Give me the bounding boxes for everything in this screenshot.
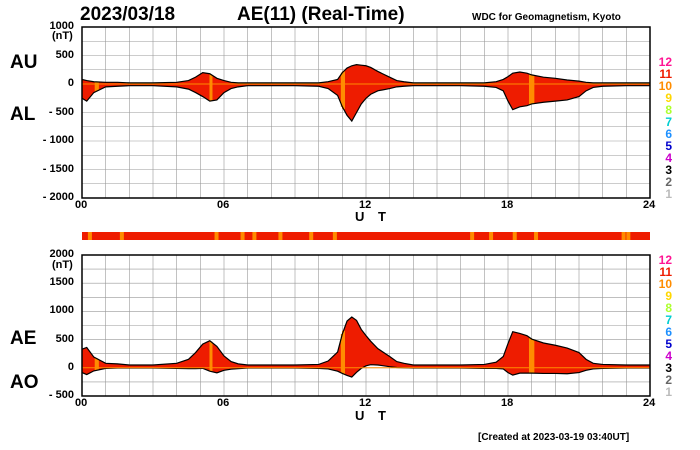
top-x-tick-label: 12 [359, 199, 372, 211]
bottom-x-tick-label: 24 [643, 397, 656, 409]
bottom-x-tick-label: 00 [75, 397, 88, 409]
top-unit-label: (nT) [52, 30, 73, 42]
quality-bar-marker [489, 232, 494, 240]
level-legend-item: 8 [665, 301, 672, 315]
quality-bar-marker [512, 232, 517, 240]
quality-bar-marker [278, 232, 283, 240]
bottom-highlight-band [531, 339, 535, 374]
credit-text: WDC for Geomagnetism, Kyoto [472, 12, 621, 23]
bottom-x-tick-label: 06 [217, 397, 230, 409]
bottom-y-tick-label: 1000 [49, 304, 74, 317]
level-legend-item: 12 [658, 253, 672, 267]
level-legend-item: 3 [665, 361, 672, 375]
top-y-tick-label: 500 [55, 48, 74, 61]
top-highlight-band [95, 81, 99, 91]
level-legend-item: 4 [665, 151, 672, 165]
bottom-y-tick-label: 2000 [49, 248, 74, 260]
level-legend-item: 11 [659, 67, 672, 81]
ao-label: AO [10, 372, 39, 393]
top-highlight-band [209, 74, 213, 101]
quality-bar-marker [534, 232, 539, 240]
bottom-highlight-band [342, 330, 346, 374]
quality-bar-marker [470, 232, 475, 240]
quality-bar-marker [119, 232, 124, 240]
level-legend-item: 2 [665, 175, 672, 189]
quality-bar-marker [621, 232, 626, 240]
bottom-x-tick-label: 18 [501, 397, 514, 409]
quality-bar-marker [626, 232, 631, 240]
al-label: AL [10, 104, 36, 125]
top-y-tick-label: - 500 [48, 105, 74, 118]
level-legend-item: 9 [665, 91, 672, 105]
top-x-tick-label: 06 [217, 199, 230, 211]
created-timestamp: [Created at 2023-03-19 03:40UT] [478, 432, 630, 443]
bottom-ao-line [81, 364, 650, 378]
level-legend-item: 4 [665, 349, 672, 363]
level-legend-item: 10 [658, 277, 672, 291]
top-ut-label: U T [355, 209, 391, 224]
au-label: AU [10, 52, 38, 73]
top-y-tick-label: - 2000 [42, 191, 74, 203]
top-y-tick-label: 0 [67, 77, 74, 89]
top-y-tick-label: 1000 [49, 20, 74, 32]
quality-bar-marker [332, 232, 337, 240]
level-legend-item: 3 [665, 163, 672, 177]
level-legend-item: 6 [665, 325, 672, 339]
top-y-tick-label: - 1000 [42, 134, 74, 146]
top-x-tick-label: 18 [501, 199, 514, 211]
top-highlight-band [531, 75, 535, 104]
top-area-fill [82, 64, 650, 122]
top-x-tick-label: 00 [75, 199, 88, 211]
level-legend-item: 7 [665, 115, 672, 129]
bottom-y-tick-label: - 500 [48, 389, 74, 401]
top-x-tick-label: 24 [643, 199, 656, 211]
bottom-y-tick-label: 1500 [49, 276, 74, 289]
level-legend-item: 5 [665, 139, 672, 153]
level-legend-item: 1 [665, 385, 672, 399]
level-legend-item: 12 [658, 55, 672, 69]
bottom-unit-label: (nT) [52, 259, 73, 271]
bottom-x-tick-label: 12 [359, 397, 372, 409]
level-legend-item: 6 [665, 127, 672, 141]
level-legend-item: 11 [659, 265, 672, 279]
bottom-highlight-band [95, 358, 99, 371]
bottom-ut-label: U T [355, 408, 391, 423]
bottom-y-tick-label: 0 [67, 360, 74, 373]
chart-title: AE(11) (Real-Time) [237, 4, 405, 25]
bottom-y-tick-label: 500 [55, 332, 74, 345]
quality-bar-marker [240, 232, 245, 240]
date-title: 2023/03/18 [80, 4, 176, 25]
level-legend-item: 8 [665, 103, 672, 117]
top-frame [81, 26, 651, 199]
top-au-line [81, 64, 650, 84]
level-legend-item: 5 [665, 337, 672, 351]
quality-bar-marker [252, 232, 257, 240]
quality-bar-marker [214, 232, 219, 240]
level-legend-item: 10 [658, 79, 672, 93]
level-legend-item: 7 [665, 313, 672, 327]
level-legend-item: 2 [665, 373, 672, 387]
level-legend-item: 1 [665, 187, 672, 201]
quality-bar-marker [87, 232, 92, 240]
top-highlight-band [342, 71, 346, 109]
top-y-tick-label: - 1500 [42, 162, 74, 175]
level-legend-item: 9 [665, 289, 672, 303]
bottom-ae-line [81, 316, 650, 366]
quality-bar-marker [309, 232, 314, 240]
bottom-area-fill [82, 317, 650, 378]
quality-bar [82, 232, 650, 240]
bottom-highlight-band [209, 341, 213, 372]
ae-label: AE [10, 328, 37, 349]
top-al-line [81, 85, 650, 123]
bottom-frame [81, 254, 651, 397]
